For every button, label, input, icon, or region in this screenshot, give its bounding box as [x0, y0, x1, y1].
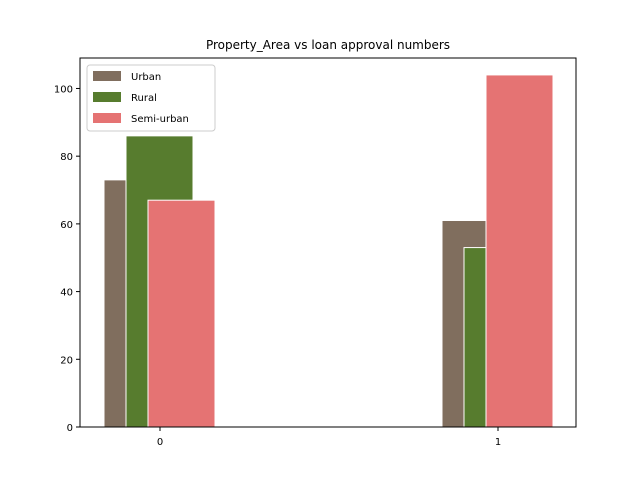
y-tick-label: 0 — [67, 423, 73, 434]
axes-group: 0 20 40 60 80 100 0 1 — [54, 57, 577, 448]
legend-label: Urban — [131, 72, 161, 83]
y-tick-label: 100 — [54, 84, 73, 95]
bars-group — [103, 74, 554, 428]
legend-label: Semi-urban — [131, 114, 189, 125]
plot-frame — [79, 57, 577, 428]
legend-label: Rural — [131, 93, 157, 104]
x-tick-label: 1 — [495, 437, 501, 448]
y-tick-label: 20 — [60, 355, 73, 366]
bar-semi-urban-0 — [147, 199, 216, 428]
y-tick-label: 80 — [60, 152, 73, 163]
bar-semi-urban-1 — [485, 74, 554, 428]
y-tick-label: 40 — [60, 288, 73, 299]
legend: Urban Rural Semi-urban — [86, 64, 216, 132]
legend-swatch — [93, 92, 121, 102]
legend-swatch — [93, 71, 121, 81]
legend-swatch — [93, 113, 121, 123]
chart-title: Property_Area vs loan approval numbers — [206, 38, 450, 52]
x-tick-label: 0 — [157, 437, 163, 448]
y-tick-label: 60 — [60, 220, 73, 231]
